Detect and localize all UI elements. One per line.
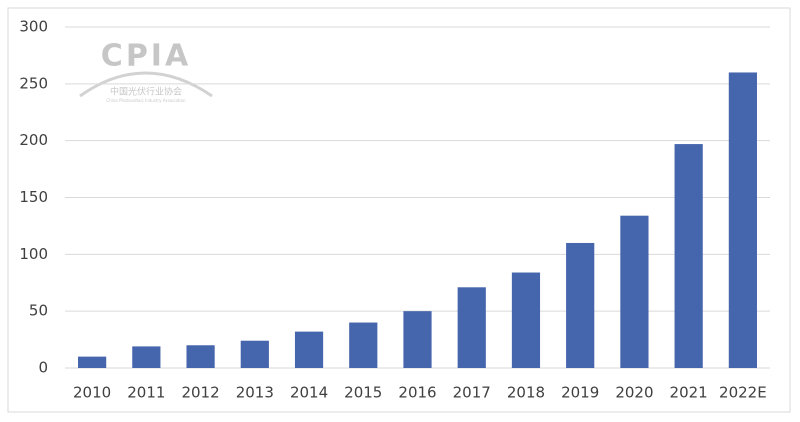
x-tick-label: 2015 (344, 384, 382, 402)
y-tick-label: 200 (19, 131, 48, 149)
bar (674, 144, 703, 368)
x-tick-label: 2012 (181, 384, 219, 402)
bar (457, 287, 486, 368)
y-tick-label: 50 (29, 302, 48, 320)
bar (728, 72, 757, 368)
x-tick-label: 2010 (73, 384, 111, 402)
bar (620, 215, 649, 368)
bar (240, 340, 269, 368)
x-tick-label: 2014 (290, 384, 328, 402)
bar (511, 272, 541, 368)
x-tick-label: 2018 (507, 384, 545, 402)
x-tick-label: 2019 (561, 384, 599, 402)
bar (78, 356, 107, 368)
bar (403, 311, 432, 368)
y-tick-label: 250 (19, 74, 48, 92)
y-tick-label: 150 (19, 188, 48, 206)
watermark-name: 中国光伏行业协会 (110, 86, 182, 98)
bar (566, 242, 595, 368)
x-tick-label: 2022E (719, 384, 767, 402)
watermark-subname: China Photovoltaic Industry Association (106, 98, 186, 103)
y-tick-label: 300 (19, 18, 48, 36)
x-tick-label: 2020 (615, 384, 653, 402)
x-tick-label: 2017 (453, 384, 491, 402)
y-tick-label: 100 (19, 245, 48, 263)
bar (186, 345, 215, 368)
watermark-arc (79, 71, 213, 98)
watermark: CPIA 中国光伏行业协会 China Photovoltaic Industr… (79, 39, 213, 103)
x-tick-label: 2016 (398, 384, 436, 402)
y-tick-label: 0 (38, 359, 48, 377)
x-tick-label: 2013 (236, 384, 274, 402)
bar (294, 331, 324, 368)
chart-frame (7, 7, 791, 413)
watermark-logo: CPIA (101, 39, 191, 74)
bar (132, 346, 161, 368)
x-tick-label: 2011 (127, 384, 165, 402)
bar (349, 322, 378, 368)
x-tick-label: 2021 (670, 384, 708, 402)
